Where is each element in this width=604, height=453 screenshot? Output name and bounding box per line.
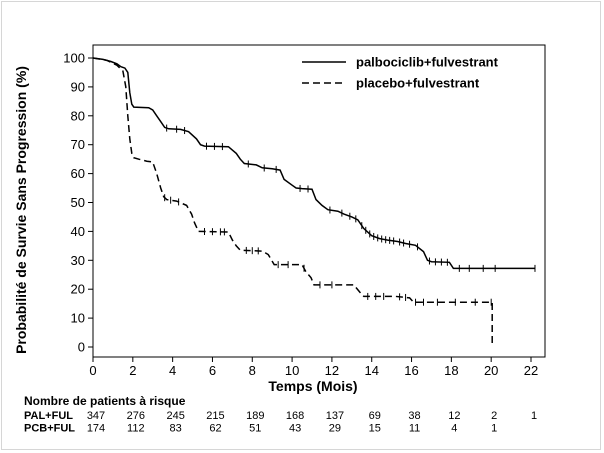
y-tick-label: 90 bbox=[71, 79, 85, 94]
risk-value: 245 bbox=[166, 410, 184, 422]
risk-value: 15 bbox=[369, 423, 381, 435]
x-tick-label: 16 bbox=[404, 363, 418, 378]
risk-value: 189 bbox=[246, 410, 264, 422]
risk-value: 276 bbox=[127, 410, 145, 422]
plot-area bbox=[92, 44, 546, 358]
x-tick-label: 12 bbox=[325, 363, 339, 378]
x-tick-label: 10 bbox=[285, 363, 299, 378]
risk-table-title: Nombre de patients à risque bbox=[24, 394, 186, 408]
legend: palbociclib+fulvestrant placebo+fulvestra… bbox=[302, 55, 499, 91]
risk-table: Nombre de patients à risque PAL+FUL 347 27… bbox=[24, 394, 537, 435]
y-tick-label: 80 bbox=[71, 108, 85, 123]
risk-value: 1 bbox=[531, 410, 537, 422]
risk-value: 62 bbox=[209, 423, 221, 435]
y-tick-label: 50 bbox=[71, 195, 85, 210]
y-tick-label: 0 bbox=[78, 340, 85, 355]
y-axis: 0 10 20 30 40 50 60 70 80 90 100 bbox=[63, 51, 93, 355]
risk-value: 174 bbox=[87, 423, 105, 435]
x-tick-label: 18 bbox=[444, 363, 458, 378]
risk-value: 4 bbox=[451, 423, 457, 435]
legend-label: palbociclib+fulvestrant bbox=[356, 55, 499, 70]
x-axis: 0 2 4 6 8 10 12 14 16 18 20 22 bbox=[89, 357, 538, 378]
y-tick-label: 10 bbox=[71, 311, 85, 326]
series-layer bbox=[92, 57, 536, 347]
y-axis-title: Probabilité de Survie Sans Progression (… bbox=[13, 66, 29, 354]
risk-value: 112 bbox=[127, 423, 145, 435]
risk-value: 69 bbox=[369, 410, 381, 422]
x-tick-label: 6 bbox=[209, 363, 216, 378]
series-palbociclib bbox=[92, 57, 536, 272]
x-axis-title: Temps (Mois) bbox=[268, 378, 357, 394]
y-tick-label: 20 bbox=[71, 282, 85, 297]
risk-value: 29 bbox=[329, 423, 341, 435]
risk-row-label: PCB+FUL bbox=[24, 423, 75, 435]
risk-value: 347 bbox=[87, 410, 105, 422]
x-tick-label: 4 bbox=[169, 363, 176, 378]
risk-value: 38 bbox=[408, 410, 420, 422]
y-tick-label: 70 bbox=[71, 137, 85, 152]
y-tick-label: 30 bbox=[71, 253, 85, 268]
x-tick-label: 14 bbox=[364, 363, 378, 378]
x-tick-label: 8 bbox=[249, 363, 256, 378]
risk-value: 12 bbox=[448, 410, 460, 422]
y-tick-label: 40 bbox=[71, 224, 85, 239]
y-tick-label: 60 bbox=[71, 166, 85, 181]
risk-value: 51 bbox=[249, 423, 261, 435]
risk-value: 1 bbox=[491, 423, 497, 435]
x-tick-label: 22 bbox=[524, 363, 538, 378]
x-tick-label: 0 bbox=[89, 363, 96, 378]
legend-label: placebo+fulvestrant bbox=[356, 76, 480, 91]
risk-value: 2 bbox=[491, 410, 497, 422]
y-tick-label: 100 bbox=[63, 51, 85, 66]
plot-border bbox=[92, 44, 546, 358]
risk-value: 215 bbox=[206, 410, 224, 422]
series-line bbox=[92, 57, 493, 347]
risk-value: 137 bbox=[326, 410, 344, 422]
risk-value: 43 bbox=[289, 423, 301, 435]
risk-row-label: PAL+FUL bbox=[24, 410, 73, 422]
x-tick-label: 2 bbox=[129, 363, 136, 378]
risk-value: 168 bbox=[286, 410, 304, 422]
series-placebo bbox=[92, 57, 493, 347]
risk-value: 11 bbox=[409, 423, 420, 435]
risk-value: 83 bbox=[170, 423, 182, 435]
x-tick-label: 20 bbox=[484, 363, 498, 378]
